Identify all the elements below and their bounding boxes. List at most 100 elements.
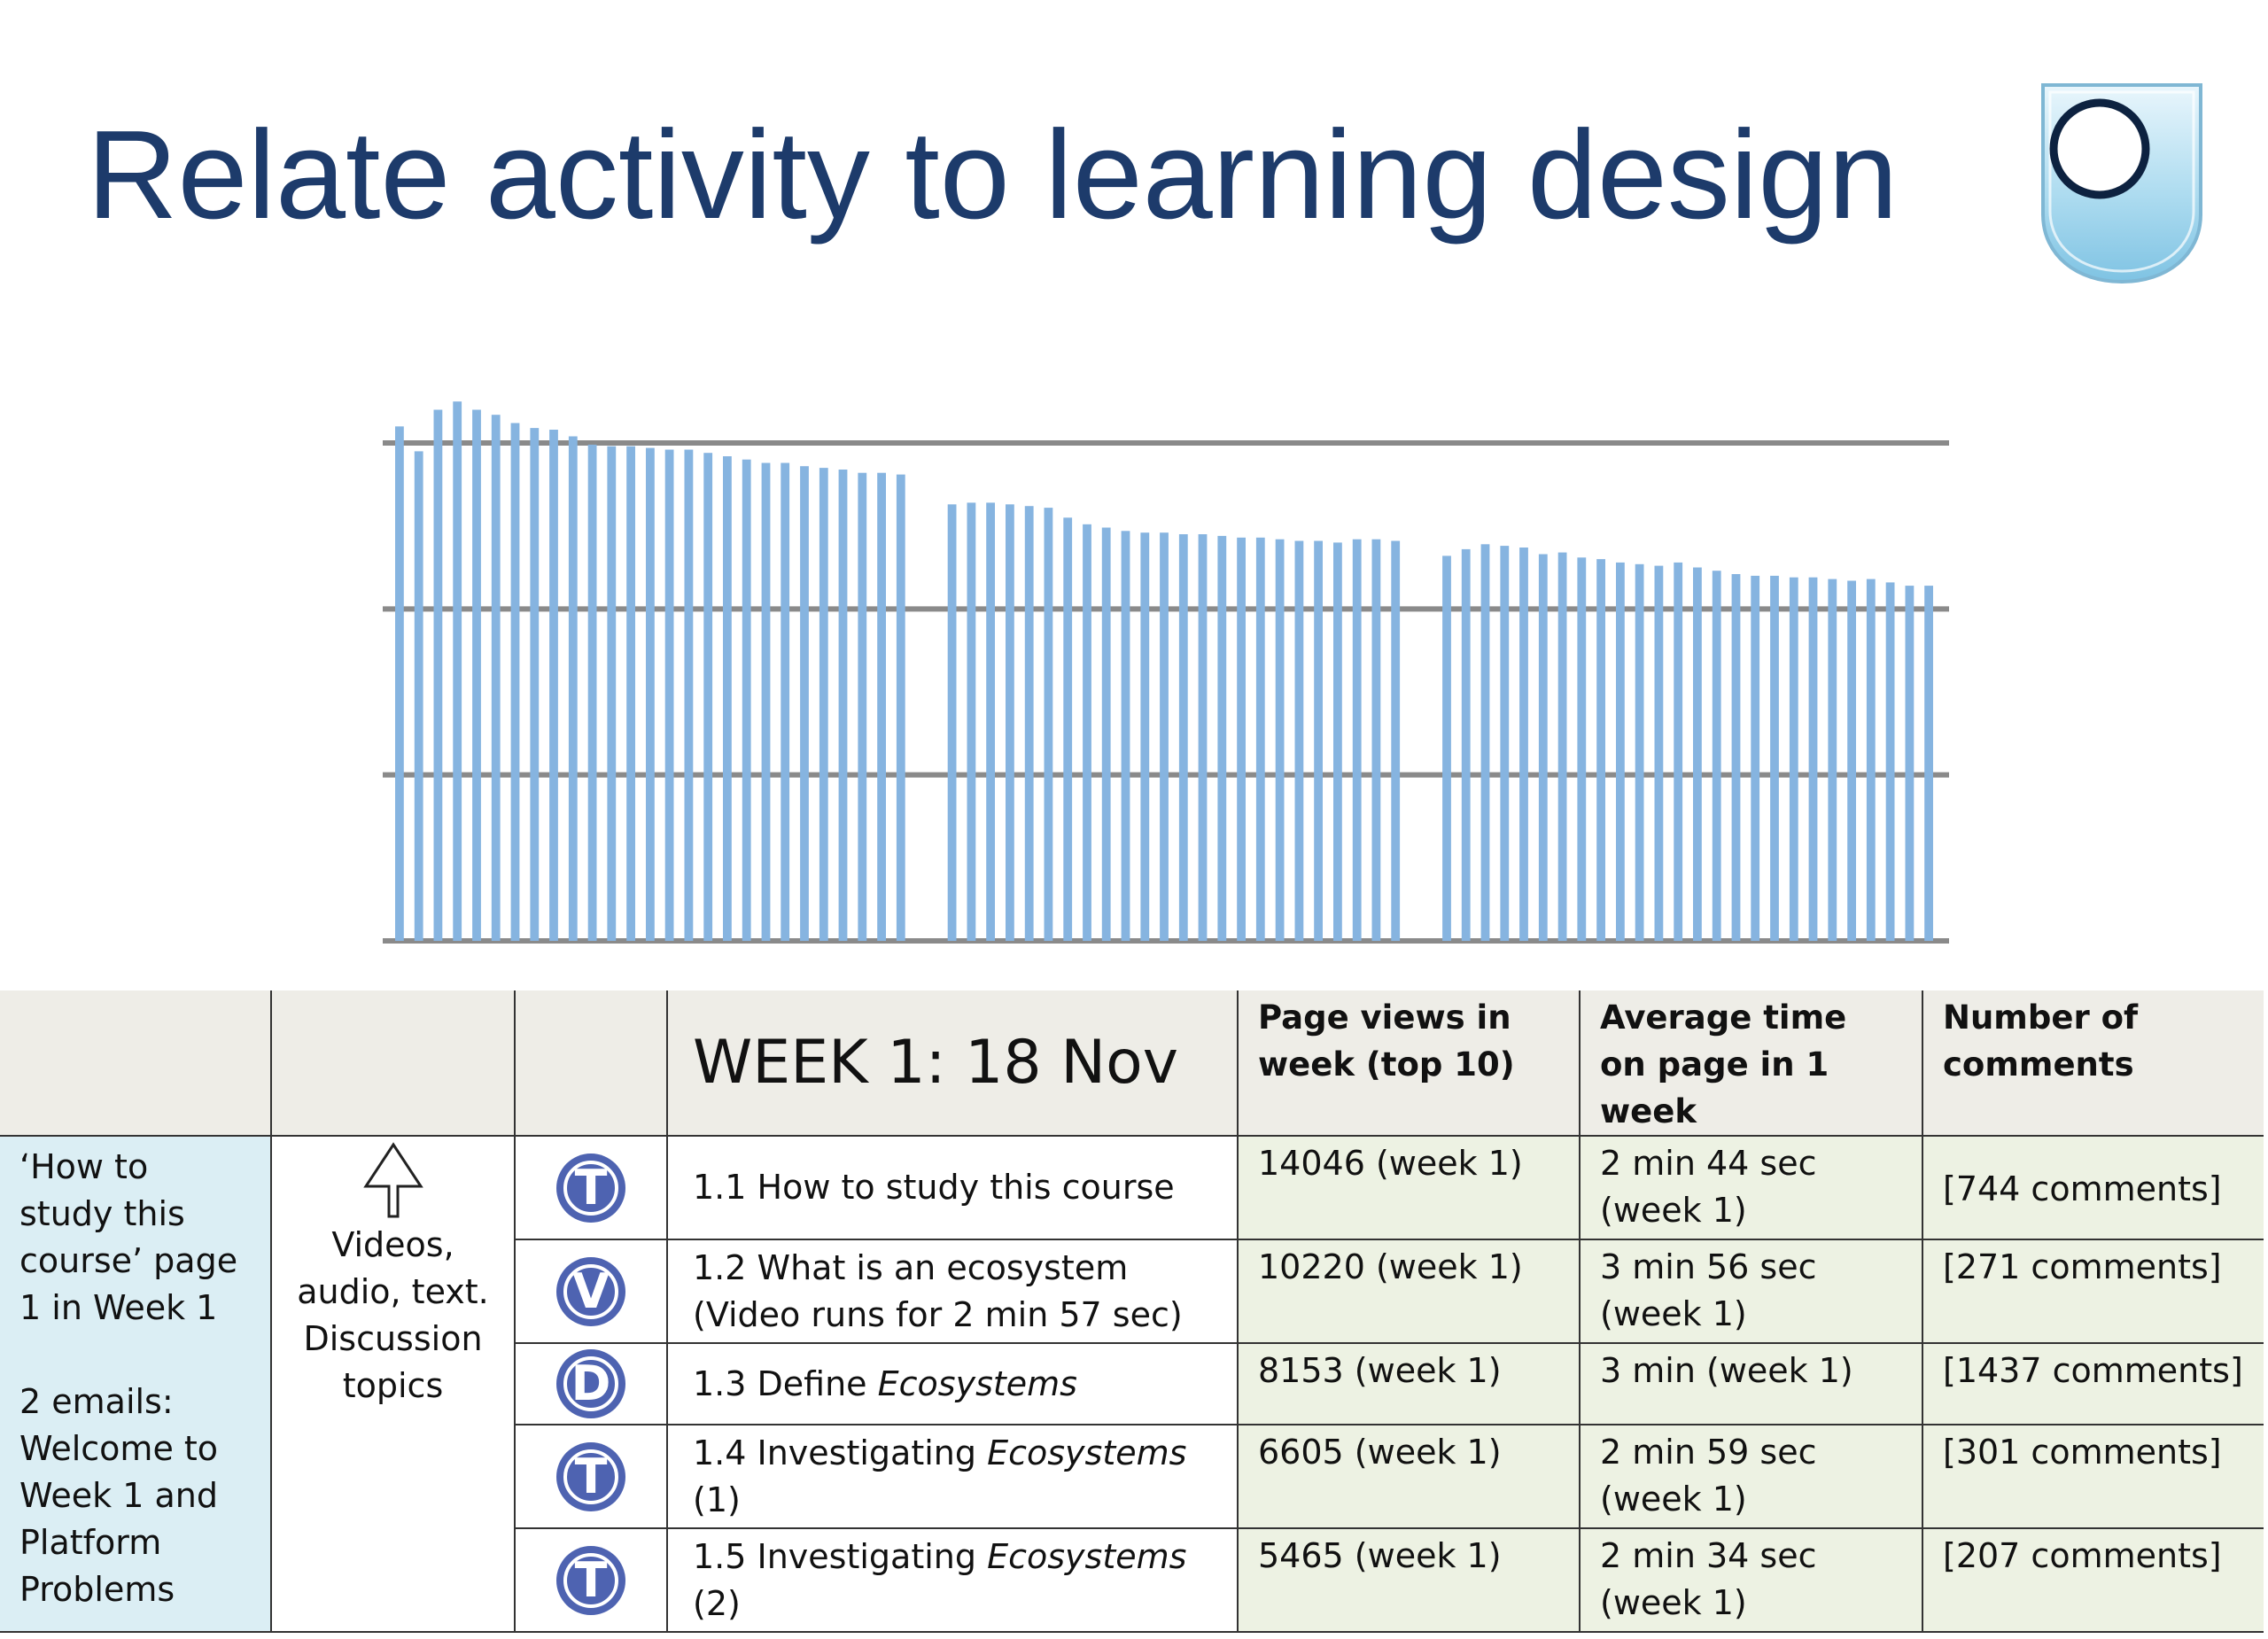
activity-name-cell: 1.4 Investigating Ecosystems (1): [666, 1424, 1239, 1529]
chart-bar: [1616, 562, 1625, 941]
chart-bar: [626, 446, 635, 941]
activity-name-cell: 1.1 How to study this course: [666, 1135, 1239, 1240]
text-activity-icon: T: [556, 1545, 625, 1615]
chart-bar: [986, 502, 995, 941]
chart-bar: [1828, 579, 1837, 941]
chart-bar: [491, 415, 501, 941]
chart-bar: [1674, 562, 1683, 941]
chart-bar: [664, 449, 674, 941]
comments-header: Number of comments: [1922, 990, 2264, 1137]
header-empty-cell: [514, 990, 668, 1137]
chart-bar: [1044, 508, 1053, 941]
chart-bar: [453, 401, 462, 941]
chart-bar: [723, 456, 732, 941]
chart-bar: [684, 449, 694, 941]
activity-type-cell: T: [514, 1135, 668, 1240]
activity-type-cell: T: [514, 1424, 668, 1529]
chart-bar: [1557, 552, 1567, 941]
table-row: T 1.5 Investigating Ecosystems (2) 5465 …: [0, 1527, 2264, 1633]
page-views-cell: 14046 (week 1): [1237, 1135, 1581, 1240]
chart-bar: [1101, 527, 1111, 941]
comments-cell: [301 comments]: [1922, 1424, 2264, 1529]
chart-bar: [1178, 534, 1188, 941]
chart-bar: [761, 462, 771, 941]
chart-bar: [1712, 571, 1721, 941]
chart-bar: [1731, 574, 1741, 941]
avg-time-cell: 2 min 59 sec (week 1): [1579, 1424, 1923, 1529]
chart-bars: [395, 401, 1933, 942]
video-activity-icon: V: [556, 1256, 625, 1326]
text-activity-icon: T: [556, 1153, 625, 1223]
chart-bar: [858, 472, 867, 941]
chart-bar: [1635, 563, 1644, 941]
page-views-cell: 10220 (week 1): [1237, 1239, 1581, 1344]
week-activity-table: WEEK 1: 18 Nov Page views in week (top 1…: [0, 990, 2264, 1633]
avg-time-cell: 3 min 56 sec (week 1): [1579, 1239, 1923, 1344]
chart-bar: [587, 444, 597, 941]
chart-bar: [395, 426, 404, 941]
chart-bar: [1024, 506, 1034, 941]
study-page-note: ‘How to study this course’ page 1 in Wee…: [19, 1147, 238, 1327]
chart-bar: [1121, 531, 1130, 941]
chart-bar: [1217, 535, 1227, 941]
chart-bar: [967, 502, 976, 941]
avg-time-cell: 3 min (week 1): [1579, 1342, 1923, 1425]
slide-title: Relate activity to learning design: [87, 105, 1899, 245]
chart-bar: [1654, 565, 1664, 941]
chart-bar: [1140, 532, 1150, 941]
chart-bar: [838, 470, 848, 941]
text-activity-icon: T: [556, 1441, 625, 1511]
chart-bar: [1770, 575, 1779, 941]
chart-bar: [1866, 579, 1876, 941]
chart-bar: [1442, 555, 1451, 941]
activity-type-cell: V: [514, 1239, 668, 1344]
table-row: V 1.2 What is an ecosystem (Video runs fo…: [0, 1239, 2264, 1344]
chart-bar: [1596, 559, 1605, 941]
chart-bar: [1693, 567, 1702, 941]
chart-bar: [1519, 548, 1528, 941]
page-views-header: Page views in week (top 10): [1237, 990, 1581, 1137]
chart-bar: [1808, 577, 1818, 941]
chart-bar: [1905, 586, 1915, 941]
chart-bar: [1577, 557, 1587, 941]
chart-bar: [1789, 577, 1798, 941]
header-empty-cell: [270, 990, 516, 1137]
chart-bar: [742, 459, 751, 941]
open-university-shield-icon: [2041, 83, 2202, 284]
chart-bar: [800, 466, 809, 941]
media-types-text: Videos, audio, text. Discussion topics: [297, 1225, 489, 1405]
chart-bar: [433, 409, 443, 941]
chart-bar: [781, 462, 790, 941]
chart-bar: [414, 451, 423, 941]
chart-bar: [1480, 544, 1490, 941]
chart-bar: [1294, 540, 1304, 941]
chart-bar: [947, 504, 957, 941]
chart-bar: [1333, 542, 1342, 941]
chart-bar: [1314, 540, 1323, 941]
discussion-activity-icon: D: [556, 1349, 625, 1418]
header-empty-cell: [0, 990, 272, 1137]
chart-bar: [1885, 582, 1895, 941]
chart-bar: [568, 436, 578, 941]
chart-bar: [549, 430, 558, 941]
media-types-cell: Videos, audio, text. Discussion topics: [270, 1135, 516, 1633]
week-notes-cell: ‘How to study this course’ page 1 in Wee…: [0, 1135, 272, 1633]
avg-time-header: Average time on page in 1 week: [1579, 990, 1923, 1137]
chart-bar: [472, 409, 481, 941]
chart-bar: [1461, 548, 1471, 941]
comments-cell: [207 comments]: [1922, 1527, 2264, 1633]
chart-bar: [1160, 532, 1169, 941]
chart-bar: [1083, 524, 1091, 941]
chart-bar: [877, 472, 886, 941]
comments-cell: [271 comments]: [1922, 1239, 2264, 1344]
comments-cell: [1437 comments]: [1922, 1342, 2264, 1425]
chart-bar: [607, 446, 617, 941]
chart-bar: [1847, 580, 1856, 941]
chart-bar: [530, 428, 540, 942]
chart-bar: [1352, 539, 1362, 941]
avg-time-cell: 2 min 34 sec (week 1): [1579, 1527, 1923, 1633]
activity-name-cell: 1.2 What is an ecosystem (Video runs for …: [666, 1239, 1239, 1344]
week-heading: WEEK 1: 18 Nov: [666, 990, 1239, 1137]
table-header-row: WEEK 1: 18 Nov Page views in week (top 1…: [0, 990, 2264, 1137]
activity-name-cell: 1.5 Investigating Ecosystems (2): [666, 1527, 1239, 1633]
